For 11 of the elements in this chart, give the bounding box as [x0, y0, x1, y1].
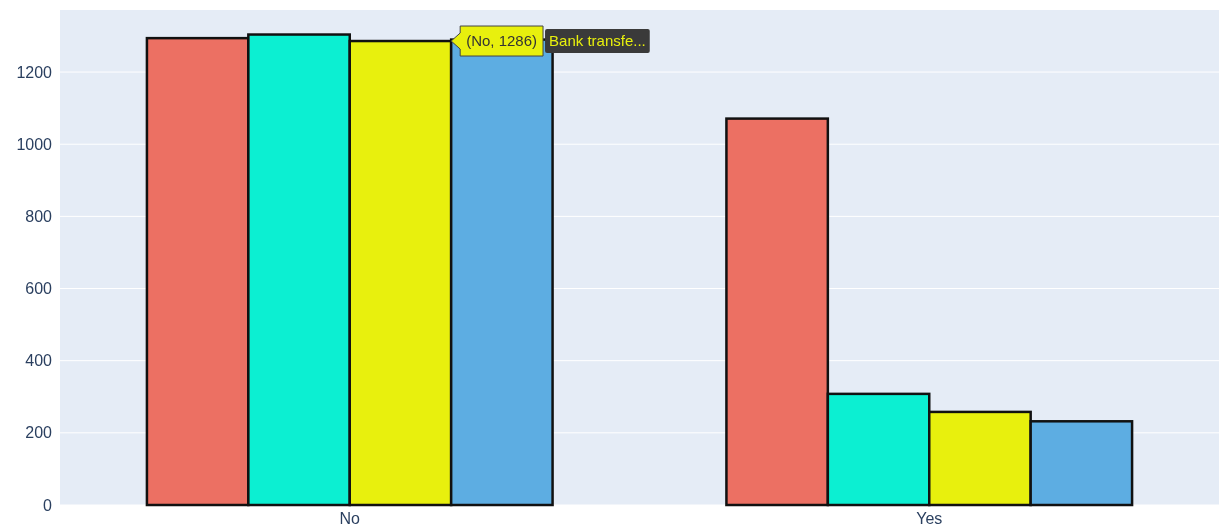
text: Bank transfe... [549, 32, 646, 50]
y-tick-label: 800 [25, 207, 53, 225]
y-tick-label: 400 [25, 352, 53, 370]
annotation: (No, 1286) [466, 32, 538, 50]
y-tick-label: 1000 [16, 135, 53, 153]
y-tick-label: 200 [25, 424, 53, 442]
y-tick-label: 1200 [16, 63, 53, 81]
x-tick-label: No [339, 510, 361, 528]
y-tick-label: 600 [25, 280, 53, 298]
x-tick-label: Yes [916, 510, 943, 528]
y-tick-label: 0 [43, 496, 53, 514]
